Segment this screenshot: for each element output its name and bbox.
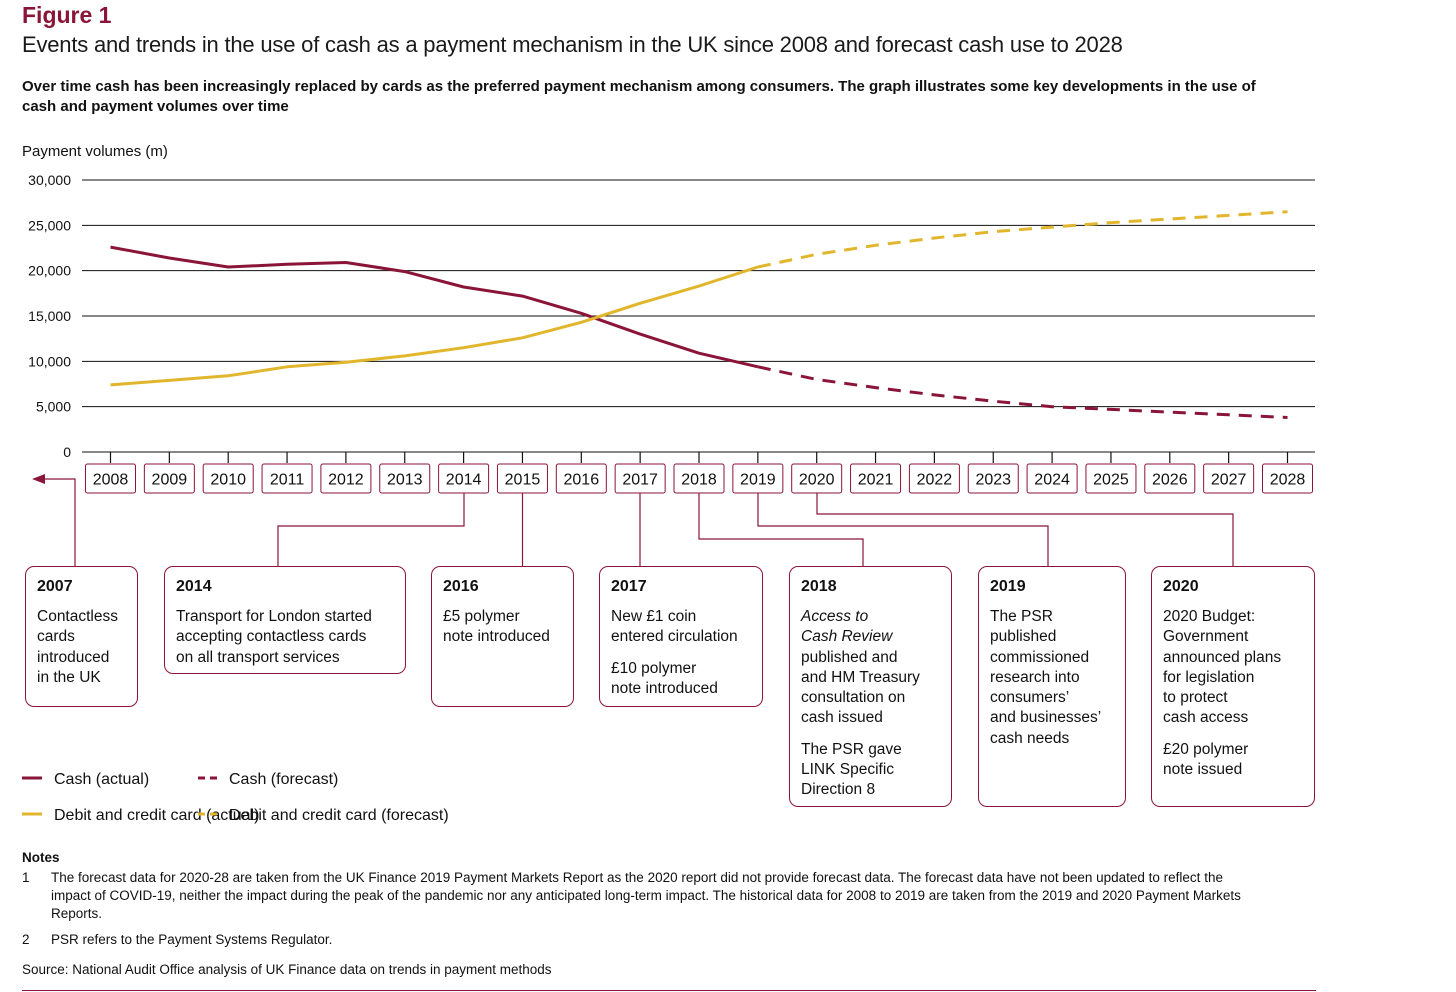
event-box-2007: 2007 Contactless cards introduced in the UK bbox=[25, 566, 138, 707]
year-box bbox=[320, 463, 372, 494]
event-text: The PSR published commissioned research int… bbox=[990, 608, 1102, 747]
series-lines bbox=[110, 210, 1288, 419]
year-box bbox=[143, 463, 195, 494]
x-tick-label: 2009 bbox=[152, 472, 188, 489]
x-axis: 2008 2009 2010 2011 2012 2013 2014 2015 2016 2017… bbox=[85, 452, 1313, 494]
event-box-2019: 2019 The PSR published commissioned research… bbox=[978, 566, 1126, 807]
x-tick-label: 2008 bbox=[93, 472, 129, 489]
x-tick-label: 2010 bbox=[210, 472, 246, 489]
figure-label: Figure 1 bbox=[22, 2, 112, 28]
event-box-2014: 2014 Transport for London started acceptin… bbox=[164, 566, 406, 674]
figure-title: Events and trends in the use of cash as … bbox=[22, 32, 1123, 57]
event-box-2016: 2016 £5 polymer note introduced bbox=[431, 566, 574, 707]
y-tick-label: 15,000 bbox=[28, 308, 71, 324]
event-year: 2014 bbox=[176, 578, 212, 595]
x-tick-label: 2011 bbox=[270, 472, 305, 489]
y-axis-label: Payment volumes (m) bbox=[22, 143, 168, 160]
event-year: 2016 bbox=[443, 578, 479, 595]
legend-label: Debit and credit card (forecast) bbox=[229, 807, 449, 824]
x-tick-label: 2024 bbox=[1034, 472, 1070, 489]
year-box bbox=[1262, 463, 1313, 494]
y-tick-label: 10,000 bbox=[28, 353, 71, 369]
y-tick-label: 5,000 bbox=[36, 399, 71, 415]
x-tick-label: 2020 bbox=[799, 472, 835, 489]
x-tick-label: 2015 bbox=[505, 472, 541, 489]
x-tick-label: 2027 bbox=[1211, 472, 1247, 489]
figure-subtitle: Over time cash has been increasingly rep… bbox=[22, 78, 1256, 115]
note-item: 1 The forecast data for 2020-28 are take… bbox=[22, 869, 1252, 923]
x-tick-label: 2014 bbox=[446, 472, 482, 489]
event-connectors bbox=[32, 474, 1234, 566]
x-tick-label: 2012 bbox=[328, 472, 364, 489]
x-tick-label: 2023 bbox=[975, 472, 1011, 489]
x-tick-label: 2013 bbox=[387, 472, 423, 489]
note-number: 1 bbox=[22, 870, 30, 885]
x-tick-label: 2018 bbox=[681, 472, 717, 489]
note-item: 2 PSR refers to the Payment Systems Regu… bbox=[22, 931, 1252, 949]
event-connector bbox=[44, 478, 76, 566]
event-connector bbox=[816, 493, 1234, 566]
x-tick-label: 2021 bbox=[858, 472, 894, 489]
year-box bbox=[1144, 463, 1196, 494]
event-box-2018: 2018 Access to Cash Review published and and… bbox=[789, 566, 952, 807]
series-line bbox=[110, 265, 759, 387]
year-box bbox=[1026, 463, 1078, 494]
x-tick-label: 2028 bbox=[1270, 472, 1306, 489]
gridlines bbox=[82, 179, 1315, 453]
year-box bbox=[908, 463, 960, 494]
legend-label: Cash (forecast) bbox=[229, 771, 338, 788]
x-tick-label: 2026 bbox=[1152, 472, 1188, 489]
event-year: 2019 bbox=[990, 578, 1026, 595]
note-text: PSR refers to the Payment Systems Regula… bbox=[51, 932, 333, 947]
event-text: Access to Cash Review published and and HM … bbox=[801, 608, 920, 799]
event-text: Contactless cards introduced in the UK bbox=[37, 608, 118, 686]
y-tick-label: 20,000 bbox=[28, 263, 71, 279]
event-year: 2018 bbox=[801, 578, 837, 595]
event-connector bbox=[698, 493, 864, 566]
year-box bbox=[379, 463, 431, 494]
source-note: Source: National Audit Office analysis o… bbox=[22, 962, 552, 977]
year-box bbox=[850, 463, 902, 494]
event-year: 2020 bbox=[1163, 578, 1199, 595]
series-line bbox=[757, 210, 1288, 269]
x-tick-label: 2016 bbox=[564, 472, 600, 489]
year-box bbox=[1085, 463, 1137, 494]
event-text: 2020 Budget: Government announced plans for… bbox=[1163, 608, 1282, 779]
event-year: 2007 bbox=[37, 578, 73, 595]
legend-label: Cash (actual) bbox=[54, 771, 149, 788]
event-box-2017: 2017 New £1 coin entered circulation £10 po… bbox=[599, 566, 763, 707]
x-tick-label: 2017 bbox=[622, 472, 658, 489]
x-tick-label: 2019 bbox=[740, 472, 776, 489]
y-tick-label: 25,000 bbox=[28, 217, 71, 233]
year-box bbox=[261, 463, 313, 494]
legend-label: Debit and credit card (actual) bbox=[54, 807, 259, 824]
series-line bbox=[110, 245, 759, 369]
year-box bbox=[967, 463, 1019, 494]
note-number: 2 bbox=[22, 932, 30, 947]
year-box bbox=[1203, 463, 1255, 494]
event-text: Transport for London started accepting co… bbox=[176, 608, 372, 666]
legend: Cash (actual) Cash (forecast) Debit and cr… bbox=[22, 771, 449, 824]
y-tick-label: 0 bbox=[63, 444, 71, 460]
notes-section: Notes 1 The forecast data for 2020-28 ar… bbox=[22, 849, 1252, 979]
x-tick-label: 2025 bbox=[1093, 472, 1129, 489]
year-box bbox=[555, 463, 607, 494]
year-box bbox=[85, 463, 136, 494]
notes-heading: Notes bbox=[22, 850, 60, 865]
event-text: £5 polymer note introduced bbox=[443, 608, 550, 646]
note-text: The forecast data for 2020-28 are taken … bbox=[51, 870, 1241, 921]
event-connector bbox=[757, 493, 1049, 566]
event-box-2020: 2020 2020 Budget: Government announced plan… bbox=[1151, 566, 1315, 807]
x-tick-label: 2022 bbox=[917, 472, 953, 489]
y-tick-label: 30,000 bbox=[28, 172, 71, 188]
series-line bbox=[757, 365, 1288, 419]
bottom-rule bbox=[22, 990, 1316, 991]
event-connector bbox=[277, 493, 465, 566]
left-arrow-icon bbox=[32, 474, 45, 484]
y-tick-labels: 30,000 25,000 20,000 15,000 10,000 5,000 0 bbox=[28, 172, 71, 460]
year-box bbox=[202, 463, 254, 494]
event-year: 2017 bbox=[611, 578, 647, 595]
event-text: New £1 coin entered circulation £10 polyme… bbox=[611, 608, 738, 697]
